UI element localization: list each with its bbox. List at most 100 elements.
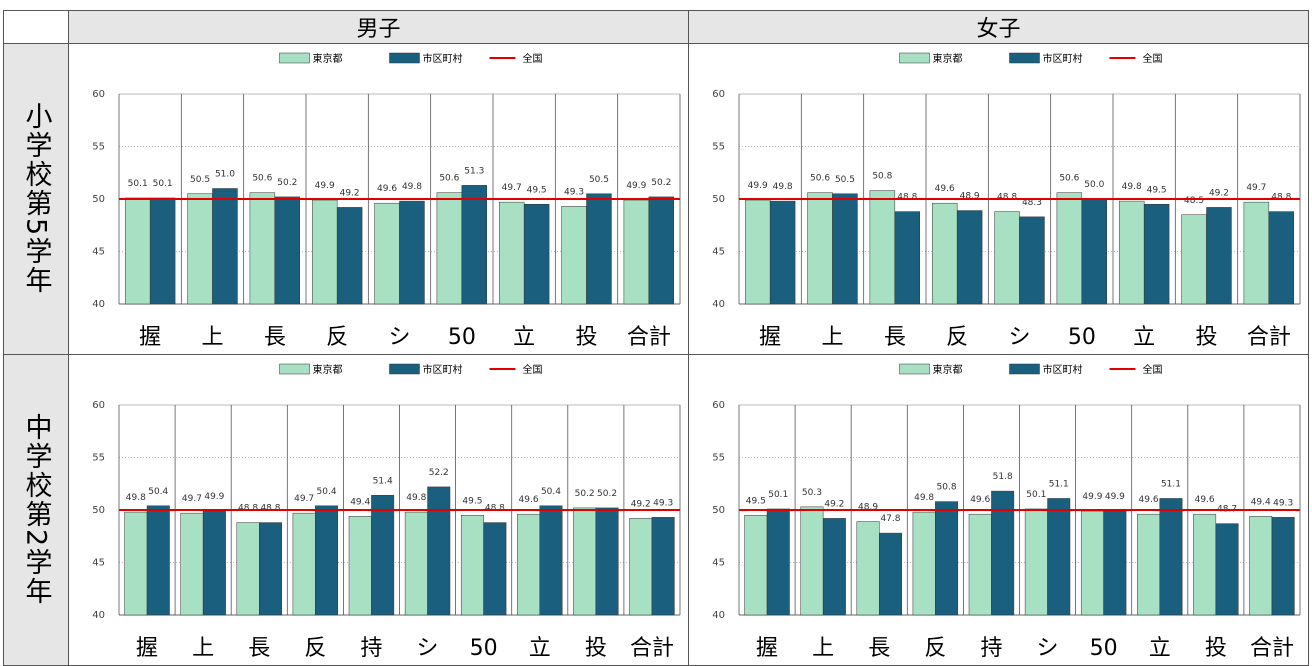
data-label-tokyo: 49.6 — [1139, 495, 1159, 505]
data-label-city: 49.2 — [340, 188, 360, 198]
bar-city — [648, 196, 675, 305]
bar-city — [1103, 510, 1127, 616]
bar-city — [1206, 207, 1232, 305]
chart-legend: 東京都 市区町村 全国 — [899, 52, 1163, 65]
category-label: 立 — [1149, 636, 1171, 661]
category-label: 持 — [980, 636, 1002, 661]
legend-national-label: 全国 — [523, 52, 543, 65]
chart-junior-high-female: 東京都 市区町村 全国404550556049.550.1握50.349.2上48.… — [712, 363, 1301, 661]
data-label-tokyo: 49.6 — [1195, 495, 1215, 505]
data-label-tokyo: 49.6 — [519, 495, 539, 505]
category-label: 合計 — [1247, 325, 1291, 350]
bar-tokyo — [744, 199, 771, 305]
bar-city — [315, 505, 339, 616]
bar-city — [1019, 216, 1045, 305]
data-label-tokyo: 50.2 — [575, 489, 595, 499]
category-label: 握 — [759, 325, 781, 350]
legend-city-label: 市区町村 — [1043, 52, 1083, 65]
data-label-tokyo: 49.6 — [970, 495, 990, 505]
bar-city — [149, 197, 176, 305]
y-tick-label: 40 — [712, 299, 725, 310]
category-label: 長 — [868, 636, 890, 661]
data-label-city: 48.8 — [485, 504, 505, 514]
y-tick-label: 45 — [92, 247, 105, 258]
bar-tokyo — [404, 511, 428, 616]
column-header-female: 女子 — [688, 10, 1309, 44]
category-label: 上 — [821, 325, 843, 350]
category-label: 50 — [448, 325, 476, 350]
category-label: 上 — [201, 325, 223, 350]
bar-tokyo — [124, 511, 148, 616]
data-label-city: 49.5 — [1147, 185, 1167, 195]
data-label-tokyo: 49.4 — [350, 497, 370, 507]
legend-tokyo-swatch — [279, 52, 310, 64]
data-label-tokyo: 49.9 — [626, 181, 646, 191]
bar-tokyo — [800, 506, 824, 616]
bar-city — [259, 522, 282, 616]
category-label: 長 — [884, 325, 906, 350]
data-label-city: 51.8 — [993, 472, 1013, 482]
legend-tokyo-label: 東京都 — [313, 52, 343, 65]
y-tick-label: 55 — [92, 142, 105, 153]
category-label: シ — [388, 325, 410, 350]
data-label-tokyo: 49.5 — [462, 496, 482, 506]
category-label: 投 — [575, 325, 597, 350]
data-label-tokyo: 49.9 — [748, 181, 768, 191]
data-label-tokyo: 49.7 — [1246, 183, 1266, 193]
category-label: 上 — [812, 636, 834, 661]
data-label-tokyo: 49.6 — [377, 184, 397, 194]
bar-tokyo — [931, 202, 958, 305]
data-label-tokyo: 49.2 — [631, 499, 651, 509]
legend-city-label: 市区町村 — [423, 363, 463, 376]
data-label-tokyo: 49.8 — [1122, 182, 1142, 192]
bar-city — [336, 207, 363, 305]
bar-tokyo — [249, 192, 276, 305]
data-label-city: 50.2 — [277, 178, 297, 188]
bar-tokyo — [292, 512, 316, 616]
legend-national-label: 全国 — [1143, 52, 1163, 65]
bar-city — [586, 193, 612, 305]
data-label-tokyo: 49.8 — [406, 493, 426, 503]
data-label-tokyo: 50.5 — [190, 175, 210, 185]
legend-city-swatch — [1009, 363, 1040, 375]
y-tick-label: 50 — [712, 505, 725, 516]
data-label-city: 50.5 — [835, 175, 855, 185]
category-label: 握 — [139, 325, 161, 350]
bar-tokyo — [1080, 510, 1104, 616]
data-label-tokyo: 49.5 — [746, 496, 766, 506]
chart-cell-elementary-female: 東京都 市区町村 全国 40 45 50 55 60 49.9 49.8 握 50.6 50.5 上 50.… — [688, 43, 1309, 355]
data-label-tokyo: 50.8 — [872, 172, 892, 182]
category-label: 持 — [360, 636, 382, 661]
row-header-elementary: 小学校第5学年 — [3, 43, 69, 355]
y-tick-label: 50 — [712, 194, 725, 205]
bar-tokyo — [1056, 192, 1083, 305]
data-label-tokyo: 50.6 — [252, 174, 272, 184]
legend-city-label: 市区町村 — [423, 52, 463, 65]
category-label: 合計 — [627, 325, 671, 350]
row-label-junior-high: 中学校第2学年 — [20, 413, 52, 607]
category-label: 長 — [248, 636, 270, 661]
category-label: 投 — [1195, 325, 1217, 350]
cropped-top-strip — [0, 0, 1312, 10]
bar-city — [212, 188, 238, 305]
legend-tokyo-swatch — [899, 363, 930, 375]
chart-cell-junior-high-female: 東京都 市区町村 全国 40 45 50 55 60 49.5 50.1 握 50.3 49.2 上 48.… — [688, 354, 1309, 666]
bar-tokyo — [1024, 508, 1048, 616]
category-label: 投 — [1205, 636, 1227, 661]
category-label: 反 — [304, 636, 326, 661]
category-label: 50 — [1068, 325, 1096, 350]
bar-city — [651, 517, 675, 616]
data-label-city: 50.4 — [317, 487, 337, 497]
data-label-city: 47.8 — [880, 514, 900, 524]
bar-city — [832, 193, 858, 305]
bar-tokyo — [807, 192, 833, 305]
bar-city — [595, 507, 619, 616]
data-label-tokyo: 49.7 — [502, 183, 522, 193]
data-label-city: 50.1 — [768, 490, 788, 500]
bar-city — [1143, 204, 1170, 305]
bar-city — [202, 510, 226, 616]
bar-city — [1268, 211, 1295, 305]
data-label-city: 50.2 — [597, 489, 617, 499]
y-tick-label: 45 — [92, 558, 105, 569]
